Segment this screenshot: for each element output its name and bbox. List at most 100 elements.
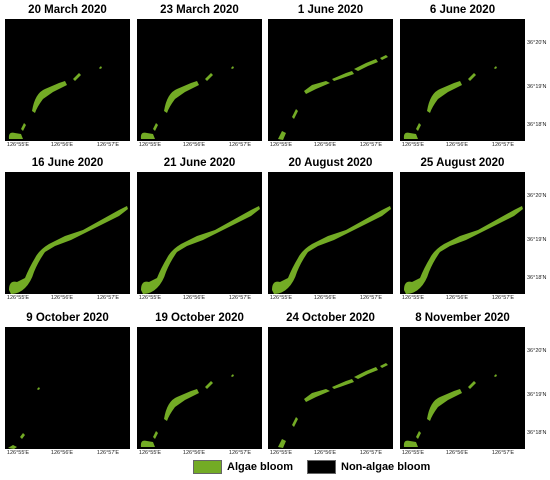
bloom-map	[404, 206, 523, 294]
map-image	[5, 19, 130, 141]
algae-bloom-patch	[403, 440, 418, 447]
algae-bloom-patch	[427, 81, 462, 113]
algae-bloom-patch	[272, 206, 391, 294]
x-tick-label: 126°55'E	[269, 450, 293, 456]
x-axis-labels: 126°55'E 126°56'E 126°57'E	[5, 295, 130, 303]
algae-bloom-patch	[494, 374, 497, 377]
bloom-map	[8, 387, 40, 449]
x-tick-label: 126°56'E	[50, 142, 74, 148]
algae-bloom-patch	[205, 381, 213, 389]
algae-bloom-patch	[205, 73, 213, 81]
x-tick-label: 126°57'E	[491, 295, 515, 301]
x-axis-labels: 126°55'E 126°56'E 126°57'E	[400, 142, 525, 150]
x-tick-label: 126°56'E	[313, 142, 337, 148]
x-tick-label: 126°57'E	[228, 450, 252, 456]
legend-label-algae: Algae bloom	[227, 461, 294, 473]
algae-bloom-patch	[416, 123, 421, 131]
algae-bloom-patch	[292, 417, 298, 427]
legend: Algae bloom Non-algae bloom	[0, 459, 550, 477]
x-tick-label: 126°56'E	[445, 450, 469, 456]
x-tick-label: 126°57'E	[96, 295, 120, 301]
algae-bloom-patch	[292, 109, 298, 119]
y-tick-label: 36°18'N	[527, 430, 547, 436]
x-axis-labels: 126°55'E 126°56'E 126°57'E	[400, 295, 525, 303]
algae-bloom-patch	[278, 131, 286, 140]
x-tick-label: 126°55'E	[6, 450, 30, 456]
x-axis-labels: 126°55'E 126°56'E 126°57'E	[268, 142, 393, 150]
panel-title: 24 October 2020	[286, 312, 375, 324]
algae-bloom-patch	[164, 81, 199, 113]
algae-bloom-patch	[164, 389, 199, 421]
algae-bloom-patch	[153, 123, 158, 131]
map-panel: 23 March 2020 126°55'E 126°56'E 126°57'E	[137, 2, 262, 152]
x-tick-label: 126°56'E	[445, 142, 469, 148]
panel-title: 20 August 2020	[288, 157, 373, 169]
x-tick-label: 126°57'E	[359, 295, 383, 301]
x-tick-label: 126°55'E	[138, 450, 162, 456]
algae-bloom-patch	[354, 59, 378, 71]
x-tick-label: 126°55'E	[401, 142, 425, 148]
x-tick-label: 126°56'E	[182, 450, 206, 456]
algae-bloom-patch	[9, 206, 128, 294]
panel-title: 1 June 2020	[297, 4, 364, 16]
algae-bloom-patch	[8, 132, 23, 139]
algae-bloom-patch	[21, 123, 26, 131]
map-panel: 21 June 2020 126°55'E 126°56'E 126°57'E	[137, 155, 262, 305]
algae-bloom-patch	[494, 66, 497, 69]
x-tick-label: 126°56'E	[50, 295, 74, 301]
x-tick-label: 126°57'E	[228, 295, 252, 301]
bloom-map	[278, 363, 388, 448]
map-panel: 9 October 2020 126°55'E 126°56'E 126°57'E	[5, 310, 130, 460]
y-axis-labels: 36°20'N 36°19'N 36°18'N	[527, 19, 550, 141]
x-tick-label: 126°57'E	[491, 142, 515, 148]
algae-swatch	[193, 460, 222, 474]
algae-bloom-patch	[332, 71, 354, 81]
algae-bloom-patch	[140, 440, 155, 447]
map-image	[137, 19, 262, 141]
map-image	[268, 19, 393, 141]
y-axis-labels: 36°20'N 36°19'N 36°18'N	[527, 172, 550, 294]
algae-bloom-patch	[468, 73, 476, 81]
map-image	[400, 172, 525, 294]
x-axis-labels: 126°55'E 126°56'E 126°57'E	[5, 142, 130, 150]
x-tick-label: 126°56'E	[313, 295, 337, 301]
panel-title: 8 November 2020	[415, 312, 510, 324]
y-tick-label: 36°18'N	[527, 275, 547, 281]
panel-title: 25 August 2020	[420, 157, 505, 169]
map-image	[5, 327, 130, 449]
x-tick-label: 126°57'E	[491, 450, 515, 456]
y-tick-label: 36°20'N	[527, 193, 547, 199]
algae-bloom-patch	[231, 374, 234, 377]
map-panel: 1 June 2020 126°55'E 126°56'E 126°57'E	[268, 2, 393, 152]
algae-bloom-patch	[332, 379, 354, 389]
legend-item-non-algae: Non-algae bloom	[307, 459, 430, 475]
algae-bloom-patch	[468, 381, 476, 389]
x-axis-labels: 126°55'E 126°56'E 126°57'E	[268, 295, 393, 303]
algae-bloom-patch	[20, 433, 25, 439]
x-tick-label: 126°57'E	[96, 142, 120, 148]
algae-bloom-patch	[380, 363, 388, 368]
map-panel: 8 November 2020 126°55'E 126°56'E 126°57'E 3…	[400, 310, 546, 460]
map-image	[400, 327, 525, 449]
algae-bloom-patch	[8, 445, 17, 449]
legend-item-algae: Algae bloom	[193, 459, 293, 475]
map-image	[137, 327, 262, 449]
x-axis-labels: 126°55'E 126°56'E 126°57'E	[400, 450, 525, 458]
map-panel: 19 October 2020 126°55'E 126°56'E 126°57'E	[137, 310, 262, 460]
bloom-map	[403, 66, 497, 139]
y-tick-label: 36°19'N	[527, 237, 547, 243]
x-tick-label: 126°57'E	[96, 450, 120, 456]
panel-title: 21 June 2020	[163, 157, 236, 169]
y-tick-label: 36°18'N	[527, 122, 547, 128]
panel-title: 6 June 2020	[429, 4, 496, 16]
non-algae-swatch	[307, 460, 336, 474]
x-tick-label: 126°56'E	[182, 295, 206, 301]
x-axis-labels: 126°55'E 126°56'E 126°57'E	[268, 450, 393, 458]
x-tick-label: 126°57'E	[228, 142, 252, 148]
algae-bloom-patch	[99, 66, 102, 69]
algae-bloom-patch	[32, 81, 67, 113]
x-tick-label: 126°55'E	[269, 142, 293, 148]
algae-bloom-patch	[153, 431, 158, 439]
bloom-map	[141, 206, 260, 294]
panel-title: 9 October 2020	[26, 312, 109, 324]
